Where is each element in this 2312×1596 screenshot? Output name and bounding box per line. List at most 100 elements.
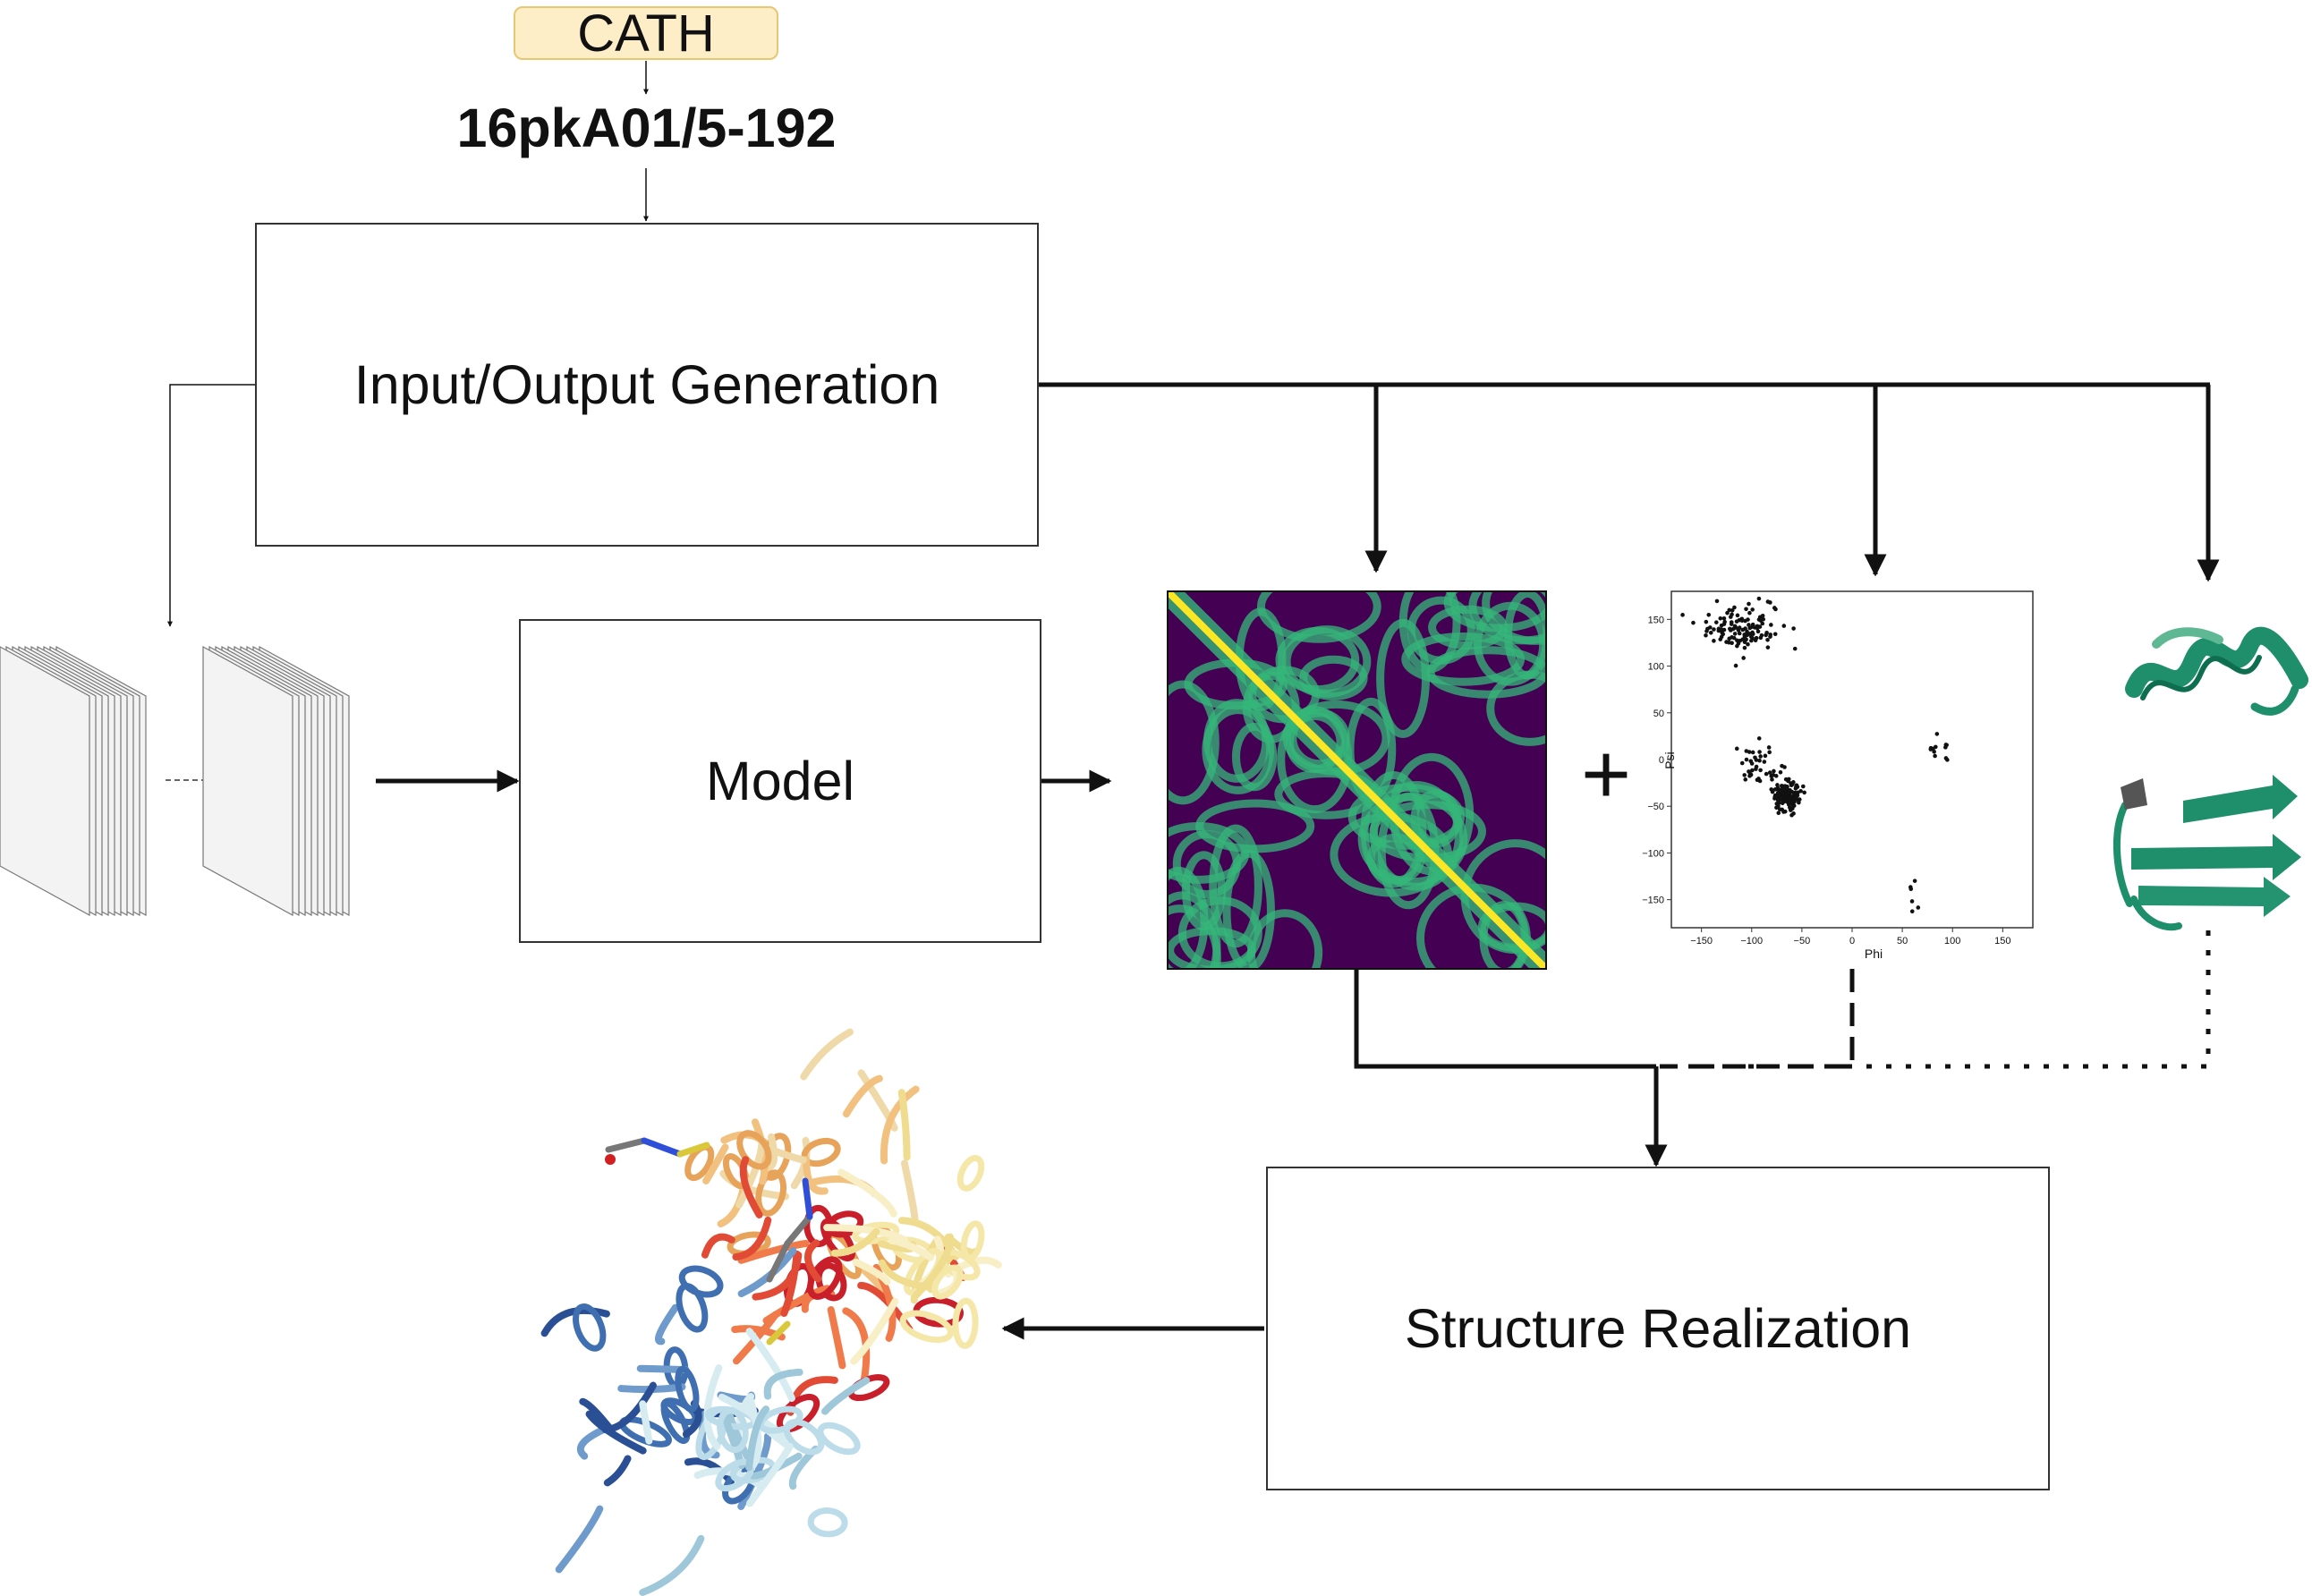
helix-turn: [956, 1155, 985, 1192]
rama-point: [1756, 777, 1761, 781]
contact-ridge: [1504, 591, 1546, 680]
ribbon-segment: [576, 1426, 606, 1460]
ribbon-segment: [702, 1143, 729, 1184]
ribbon-segment: [888, 1236, 934, 1261]
rama-point: [1791, 780, 1796, 785]
rama-point: [1765, 645, 1771, 649]
rama-point: [1746, 617, 1750, 622]
rama-point: [1739, 760, 1745, 766]
rama-point: [1725, 610, 1730, 615]
ribbon-segment: [880, 1085, 920, 1165]
model-box: Model: [519, 619, 1041, 943]
rama-point: [1943, 745, 1948, 750]
rama-point: [1735, 643, 1739, 649]
rama-point: [1728, 615, 1733, 619]
rama-ytick-label: −100: [1642, 848, 1664, 859]
rama-point: [1680, 613, 1685, 617]
rama-point: [1757, 624, 1763, 629]
ribbon-segment: [821, 1377, 871, 1415]
rama-point: [1776, 811, 1781, 816]
ribbon-segment: [913, 1233, 954, 1299]
rama-point: [1784, 792, 1789, 797]
helix-turn: [678, 1265, 724, 1298]
rama-point: [1933, 753, 1937, 759]
rama-point: [1736, 628, 1741, 632]
rama-point: [1756, 596, 1762, 601]
rama-point: [1775, 783, 1780, 787]
ligand-atom: [605, 1154, 616, 1165]
rama-xlabel: Phi: [1865, 947, 1883, 961]
rama-point: [1791, 799, 1797, 803]
rama-point: [1691, 620, 1696, 625]
rama-point: [1758, 754, 1763, 759]
contact-ridge: [1168, 680, 1220, 805]
rama-point: [1746, 641, 1750, 647]
rama-point: [1748, 772, 1754, 777]
rama-xtick-label: 100: [1944, 936, 1960, 947]
contact-ridge: [1209, 824, 1262, 948]
ribbon-segment: [639, 1400, 653, 1445]
contact-ridge: [1168, 927, 1256, 969]
ligand-bond: [641, 1137, 684, 1158]
feature-stack-icon: [202, 645, 350, 917]
ligand-bond: [802, 1177, 813, 1220]
rama-point: [1772, 787, 1778, 792]
rama-point: [1797, 797, 1802, 802]
cath-label: CATH: [577, 4, 715, 63]
rama-point: [1750, 750, 1755, 755]
rama-point: [1742, 640, 1747, 645]
rama-point: [1737, 631, 1742, 636]
rama-ytick-label: 0: [1659, 755, 1664, 766]
helix-cartoon: [2125, 626, 2308, 716]
rama-point: [1773, 794, 1779, 799]
rama-point: [1781, 810, 1786, 814]
rama-point: [1744, 757, 1749, 762]
ribbon-segment: [837, 1168, 897, 1218]
rama-point: [1727, 607, 1732, 613]
rama-point: [1770, 777, 1774, 782]
rama-ytick-label: 150: [1648, 615, 1664, 625]
rama-point: [1756, 736, 1762, 741]
helix-turn: [675, 1365, 700, 1413]
rama-point: [1781, 799, 1787, 804]
rama-xtick-label: −150: [1690, 936, 1713, 947]
rama-point: [1934, 744, 1938, 750]
feature-layer: [0, 646, 90, 917]
ligand-bond: [784, 1213, 813, 1247]
rama-point: [1791, 626, 1796, 631]
rama-point: [1747, 623, 1751, 627]
ribbon-segment: [762, 1285, 831, 1325]
rama-point: [1796, 790, 1800, 795]
rama-point: [1757, 750, 1762, 754]
rama-point: [1753, 638, 1758, 643]
rama-point: [1732, 605, 1737, 610]
protein-3d-structure-image: [540, 1028, 1002, 1596]
feature-stack-icon: [0, 645, 147, 917]
rama-point: [1730, 607, 1735, 613]
contact-diagonal: [1168, 591, 1546, 969]
rama-ylabel: Psi: [1662, 751, 1677, 768]
rama-point: [1767, 750, 1772, 755]
contact-ridge: [1168, 904, 1221, 969]
rama-point: [1714, 598, 1720, 604]
rama-point: [1754, 767, 1758, 771]
rama-xtick-label: 0: [1849, 936, 1855, 947]
rama-point: [1750, 632, 1755, 637]
ribbon-segment: [900, 1159, 919, 1224]
ligand-bond: [605, 1137, 648, 1153]
helix-turn: [717, 1407, 749, 1454]
rama-point: [1909, 899, 1915, 904]
rama-point: [1775, 798, 1781, 802]
rama-point: [1740, 627, 1746, 632]
rama-point: [1770, 789, 1775, 794]
rama-point: [1739, 616, 1745, 622]
beta-sheet-cartoon: [2113, 775, 2301, 931]
rama-point: [1801, 784, 1806, 789]
ribbon-segment: [639, 1534, 705, 1596]
model-label: Model: [705, 751, 855, 811]
rama-ytick-label: 100: [1648, 662, 1664, 673]
rama-point: [1741, 656, 1746, 660]
helix-turn: [660, 1400, 691, 1445]
ribbon-segment: [842, 1307, 871, 1385]
rama-point: [1729, 628, 1733, 632]
